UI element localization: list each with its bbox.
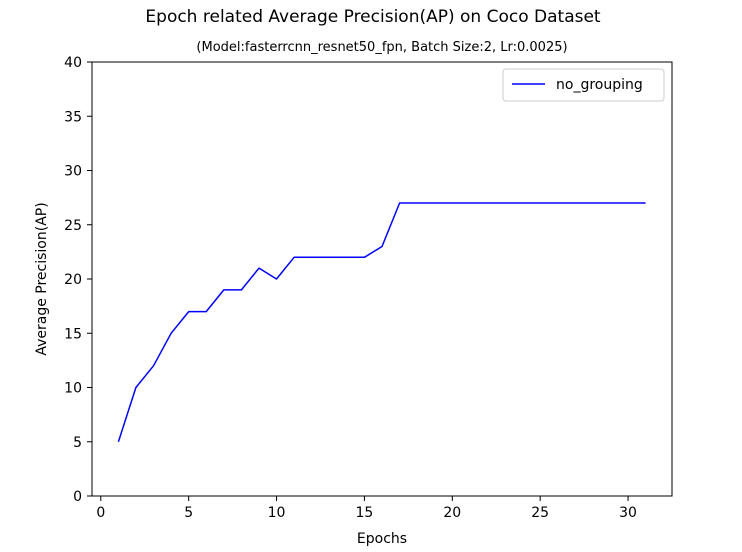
x-tick-label: 0	[96, 505, 105, 521]
legend-entry-label: no_grouping	[556, 77, 643, 93]
series-lines	[117, 202, 646, 443]
y-tick-label: 0	[73, 489, 82, 505]
y-axis: 0 5 10 15 20 25 30 35 40	[64, 55, 92, 505]
x-tick-label: 5	[184, 505, 193, 521]
legend-box	[502, 68, 665, 102]
x-axis: 0 5 10 15 20 25 30	[96, 496, 637, 521]
chart-subtitle: (Model:fasterrcnn_resnet50_fpn, Batch Si…	[196, 40, 567, 55]
y-tick-label: 25	[64, 218, 82, 234]
plot-frame	[91, 61, 673, 497]
legend: no_grouping	[502, 68, 665, 102]
x-tick-label: 30	[619, 505, 637, 521]
y-tick-label: 15	[64, 326, 82, 342]
plot-area	[91, 61, 673, 497]
y-tick-label: 20	[64, 272, 82, 288]
y-axis-label: Average Precision(AP)	[34, 202, 50, 355]
y-tick-label: 5	[73, 435, 82, 451]
x-tick-label: 10	[268, 505, 286, 521]
y-tick-label: 35	[64, 109, 82, 125]
chart-title: Epoch related Average Precision(AP) on C…	[145, 7, 601, 27]
y-tick-label: 30	[64, 164, 82, 180]
x-tick-label: 25	[531, 505, 549, 521]
series-line-no-grouping	[117, 202, 646, 443]
y-tick-label: 40	[64, 55, 82, 71]
x-tick-label: 15	[356, 505, 374, 521]
y-tick-label: 10	[64, 381, 82, 397]
x-tick-label: 20	[443, 505, 461, 521]
x-axis-label: Epochs	[357, 531, 407, 547]
